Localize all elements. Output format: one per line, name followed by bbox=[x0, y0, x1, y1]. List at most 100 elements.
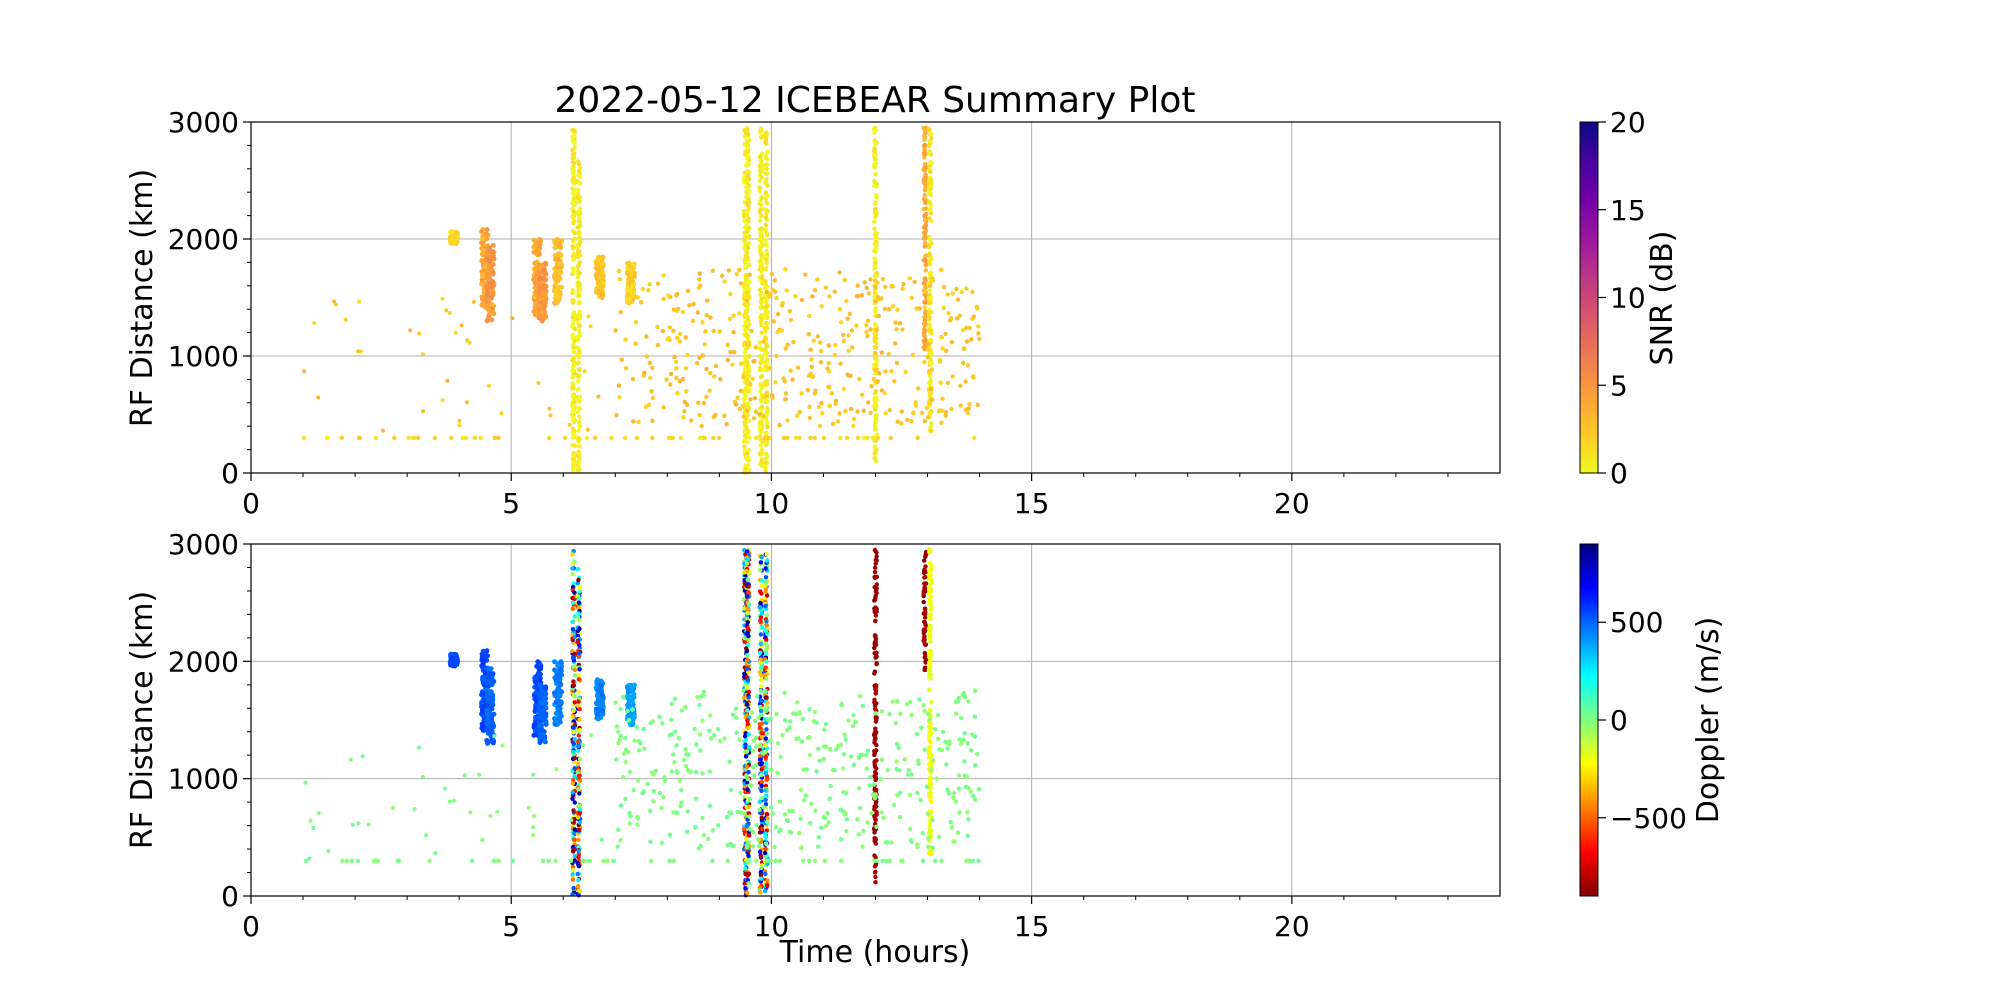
snr-data-point bbox=[868, 327, 873, 332]
snr-data-point bbox=[674, 359, 679, 365]
snr-data-point bbox=[541, 291, 547, 296]
doppler-data-point bbox=[762, 888, 768, 894]
doppler-data-point bbox=[759, 815, 764, 820]
doppler-data-point bbox=[577, 756, 583, 762]
snr-data-point bbox=[923, 337, 928, 343]
snr-data-point bbox=[937, 408, 942, 413]
doppler-data-point bbox=[879, 709, 885, 714]
snr-data-point bbox=[922, 418, 927, 424]
doppler-data-point bbox=[616, 827, 621, 832]
doppler-data-point bbox=[754, 763, 759, 768]
snr-data-point bbox=[774, 353, 779, 359]
snr-data-point bbox=[562, 435, 568, 441]
snr-data-point bbox=[781, 435, 787, 441]
snr-data-point bbox=[671, 328, 676, 333]
snr-data-point bbox=[873, 278, 878, 283]
snr-data-point bbox=[697, 355, 702, 360]
snr-data-point bbox=[851, 423, 856, 429]
snr-colorbar-tick-label: 20 bbox=[1610, 106, 1646, 139]
doppler-data-point bbox=[576, 775, 582, 780]
snr-data-point bbox=[922, 276, 927, 282]
snr-data-point bbox=[764, 431, 769, 437]
snr-data-point bbox=[966, 406, 971, 411]
doppler-data-point bbox=[763, 665, 768, 670]
doppler-data-point bbox=[570, 715, 575, 720]
snr-data-point bbox=[745, 149, 750, 154]
snr-data-point bbox=[872, 345, 877, 350]
snr-data-point bbox=[763, 440, 768, 446]
snr-data-point bbox=[838, 320, 844, 325]
snr-data-point bbox=[855, 283, 860, 288]
snr-data-point bbox=[575, 199, 581, 205]
doppler-data-point bbox=[575, 744, 581, 749]
snr-data-point bbox=[696, 400, 701, 405]
doppler-data-point bbox=[873, 880, 878, 885]
snr-data-point bbox=[892, 379, 897, 384]
doppler-data-point bbox=[758, 641, 763, 646]
doppler-data-point bbox=[895, 792, 900, 798]
snr-data-point bbox=[479, 258, 485, 264]
snr-data-point bbox=[727, 316, 733, 322]
doppler-data-point bbox=[816, 746, 821, 751]
snr-data-point bbox=[958, 383, 963, 388]
snr-data-point bbox=[928, 378, 933, 384]
doppler-data-point bbox=[788, 719, 793, 724]
snr-data-point bbox=[763, 464, 768, 469]
snr-data-point bbox=[763, 138, 769, 143]
snr-data-point bbox=[381, 428, 385, 433]
snr-data-point bbox=[872, 147, 877, 152]
doppler-data-point bbox=[744, 648, 750, 653]
doppler-data-point bbox=[863, 752, 869, 758]
doppler-data-point bbox=[570, 552, 575, 557]
doppler-data-point bbox=[872, 565, 878, 570]
snr-data-point bbox=[949, 406, 954, 412]
snr-data-point bbox=[976, 324, 981, 329]
snr-data-point bbox=[572, 187, 577, 193]
snr-data-point bbox=[759, 429, 764, 434]
snr-data-point bbox=[764, 289, 770, 295]
snr-data-point bbox=[764, 171, 770, 176]
snr-data-point bbox=[444, 308, 449, 313]
doppler-data-point bbox=[558, 682, 564, 688]
snr-data-point bbox=[897, 321, 903, 326]
snr-data-point bbox=[788, 317, 794, 323]
snr-data-point bbox=[687, 303, 692, 308]
snr-data-point bbox=[765, 361, 770, 366]
snr-data-point bbox=[572, 151, 577, 156]
doppler-data-point bbox=[577, 667, 582, 672]
snr-data-point bbox=[557, 261, 563, 267]
snr-data-point bbox=[710, 268, 715, 273]
snr-data-point bbox=[845, 316, 850, 321]
snr-data-point bbox=[797, 435, 802, 441]
snr-data-point bbox=[666, 293, 671, 298]
snr-data-point bbox=[744, 229, 749, 235]
snr-data-point bbox=[874, 398, 879, 403]
doppler-data-point bbox=[623, 736, 628, 741]
doppler-data-point bbox=[778, 827, 783, 832]
snr-data-point bbox=[842, 277, 848, 283]
snr-data-point bbox=[577, 181, 582, 187]
snr-data-point bbox=[480, 300, 486, 306]
doppler-data-point bbox=[809, 801, 814, 806]
snr-data-point bbox=[745, 255, 750, 260]
snr-data-point bbox=[760, 439, 765, 444]
snr-data-point bbox=[745, 362, 750, 367]
snr-data-point bbox=[958, 403, 963, 408]
snr-data-point bbox=[882, 390, 887, 396]
doppler-data-point bbox=[532, 675, 538, 681]
doppler-data-point bbox=[758, 890, 763, 895]
doppler-data-point bbox=[787, 808, 792, 813]
snr-data-point bbox=[543, 277, 549, 283]
snr-data-point bbox=[745, 463, 750, 468]
snr-data-point bbox=[753, 435, 759, 441]
doppler-data-point bbox=[749, 710, 755, 715]
doppler-data-point bbox=[947, 739, 952, 744]
snr-data-point bbox=[841, 338, 847, 344]
doppler-data-point bbox=[873, 691, 878, 696]
snr-data-point bbox=[575, 335, 580, 340]
snr-data-point bbox=[316, 395, 321, 400]
snr-data-point bbox=[921, 321, 927, 327]
doppler-data-point bbox=[570, 566, 575, 571]
snr-data-point bbox=[865, 318, 871, 323]
snr-data-point bbox=[764, 325, 770, 331]
